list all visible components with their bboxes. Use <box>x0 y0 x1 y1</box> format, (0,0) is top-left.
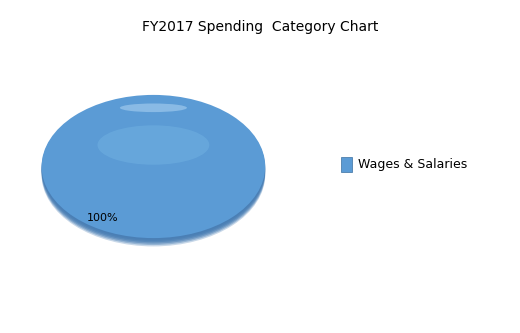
Ellipse shape <box>42 96 265 239</box>
Text: FY2017 Spending  Category Chart: FY2017 Spending Category Chart <box>142 20 378 34</box>
Ellipse shape <box>98 125 209 165</box>
Text: Wages & Salaries: Wages & Salaries <box>358 158 467 171</box>
Ellipse shape <box>42 95 265 238</box>
Bar <box>341 158 352 172</box>
Ellipse shape <box>42 101 265 244</box>
Ellipse shape <box>42 99 265 242</box>
Ellipse shape <box>42 102 265 245</box>
Ellipse shape <box>120 104 187 112</box>
Text: 100%: 100% <box>87 213 119 223</box>
Ellipse shape <box>42 103 265 246</box>
Ellipse shape <box>42 98 265 241</box>
